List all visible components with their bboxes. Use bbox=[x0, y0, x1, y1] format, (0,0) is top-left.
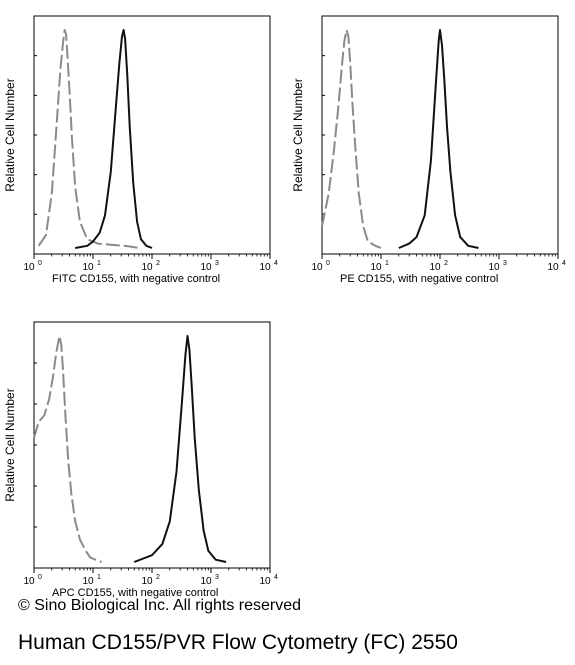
apc-negative-control-curve bbox=[33, 335, 102, 563]
pe-cd155-curve bbox=[398, 29, 479, 249]
copyright-notice: © Sino Biological Inc. All rights reserv… bbox=[18, 597, 302, 614]
figure-caption: Human CD155/PVR Flow Cytometry (FC) 2550 bbox=[18, 631, 458, 654]
pe-histogram-panel: 10 0 10 1 10 2 10 3 10 4PE CD155, with negative c… bbox=[291, 15, 566, 285]
pe-x-tick-label: 10 bbox=[429, 262, 441, 273]
apc-x-tick-exponent: 0 bbox=[38, 574, 42, 581]
pe-x-tick-exponent: 0 bbox=[326, 260, 330, 267]
pe-x-tick-label: 10 bbox=[311, 262, 323, 273]
fitc-x-tick-label: 10 bbox=[200, 262, 212, 273]
fitc-x-tick-label: 10 bbox=[259, 262, 271, 273]
pe-x-tick-exponent: 3 bbox=[503, 260, 507, 267]
pe-x-tick-exponent: 1 bbox=[385, 260, 389, 267]
pe-x-axis-label: PE CD155, with negative control bbox=[340, 273, 498, 285]
apc-x-tick-label: 10 bbox=[259, 576, 271, 587]
fitc-plot-frame bbox=[33, 15, 271, 255]
fitc-x-tick-label: 10 bbox=[141, 262, 153, 273]
apc-x-tick-exponent: 2 bbox=[156, 574, 160, 581]
apc-x-tick-exponent: 4 bbox=[274, 574, 278, 581]
apc-plot-frame bbox=[33, 321, 271, 569]
pe-x-tick-label: 10 bbox=[488, 262, 500, 273]
pe-y-axis-label: Relative Cell Number bbox=[291, 78, 305, 191]
apc-x-tick-exponent: 3 bbox=[215, 574, 219, 581]
apc-cd155-curve bbox=[133, 335, 227, 563]
fitc-x-tick-exponent: 3 bbox=[215, 260, 219, 267]
fitc-x-tick-label: 10 bbox=[82, 262, 94, 273]
apc-y-axis-label: Relative Cell Number bbox=[3, 388, 17, 501]
fitc-x-tick-exponent: 1 bbox=[97, 260, 101, 267]
fitc-x-tick-exponent: 4 bbox=[274, 260, 278, 267]
pe-x-tick-label: 10 bbox=[547, 262, 559, 273]
fitc-x-tick-exponent: 0 bbox=[38, 260, 42, 267]
apc-x-tick-label: 10 bbox=[23, 576, 35, 587]
pe-plot-frame bbox=[321, 15, 559, 255]
pe-x-tick-exponent: 2 bbox=[444, 260, 448, 267]
apc-x-tick-label: 10 bbox=[141, 576, 153, 587]
fitc-x-axis-label: FITC CD155, with negative control bbox=[52, 273, 220, 285]
apc-x-tick-label: 10 bbox=[200, 576, 212, 587]
pe-x-tick-exponent: 4 bbox=[562, 260, 566, 267]
fitc-negative-control-curve bbox=[37, 29, 140, 249]
fitc-x-tick-exponent: 2 bbox=[156, 260, 160, 267]
pe-x-tick-label: 10 bbox=[370, 262, 382, 273]
apc-x-tick-exponent: 1 bbox=[97, 574, 101, 581]
fitc-y-axis-label: Relative Cell Number bbox=[3, 78, 17, 191]
apc-x-axis-label: APC CD155, with negative control bbox=[52, 587, 218, 599]
pe-negative-control-curve bbox=[321, 29, 382, 249]
fitc-x-tick-label: 10 bbox=[23, 262, 35, 273]
apc-x-tick-label: 10 bbox=[82, 576, 94, 587]
fitc-cd155-curve bbox=[75, 29, 153, 249]
